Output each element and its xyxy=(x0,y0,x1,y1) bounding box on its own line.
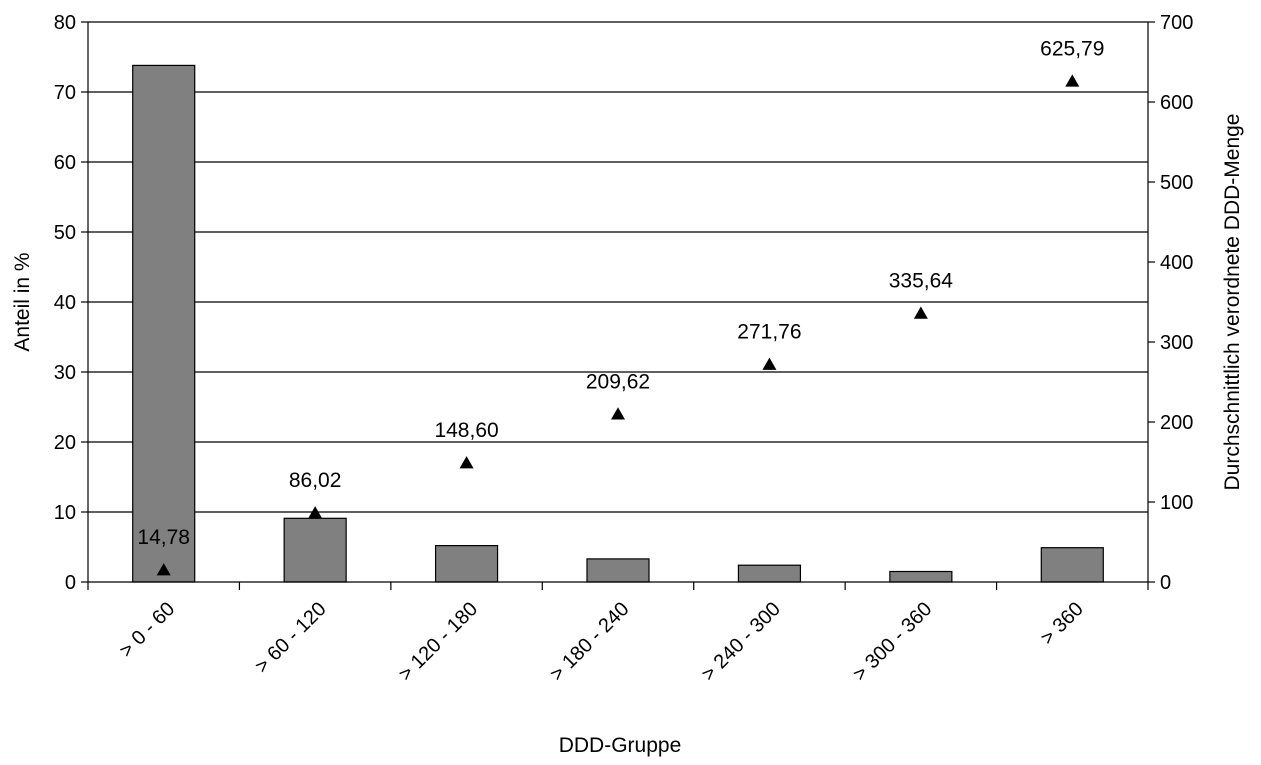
bar xyxy=(737,564,802,583)
y2-tick-label: 600 xyxy=(1160,92,1193,114)
triangle-marker xyxy=(459,456,474,469)
y-axis-title: Anteil in % xyxy=(11,252,34,351)
x-tick-label: > 360 xyxy=(1036,598,1087,649)
x-tick-label: > 300 - 360 xyxy=(849,598,937,686)
data-label: 86,02 xyxy=(289,469,342,492)
gridlines xyxy=(88,21,1148,513)
bar xyxy=(889,570,953,583)
y2-axis-title: Durchschnittlich verordnete DDD-Menge xyxy=(1221,114,1244,491)
triangle-marker xyxy=(611,407,625,420)
data-label: 209,62 xyxy=(586,370,650,393)
data-label: 625,79 xyxy=(1040,37,1104,60)
x-tick-label: > 0 - 60 xyxy=(115,598,179,662)
y-tick-label: 20 xyxy=(54,432,76,454)
y2-tick-label: 0 xyxy=(1160,572,1171,594)
y-tick-label: 0 xyxy=(65,572,76,594)
y2-tick-label: 200 xyxy=(1160,412,1193,434)
bar xyxy=(434,544,499,583)
triangle-marker xyxy=(913,306,928,319)
data-label: 14,78 xyxy=(137,526,190,549)
x-tick-label: > 180 - 240 xyxy=(546,598,634,686)
y2-tick-label: 300 xyxy=(1160,332,1193,354)
y-tick-label: 10 xyxy=(54,502,76,524)
y-tick-label: 60 xyxy=(54,152,76,174)
y-tick-label: 30 xyxy=(54,362,76,384)
y2-tick-label: 500 xyxy=(1160,172,1193,194)
y-tick-label: 40 xyxy=(54,292,76,314)
triangle-marker xyxy=(762,357,777,370)
y2-tick-label: 100 xyxy=(1160,492,1193,514)
y-tick-label: 70 xyxy=(54,82,76,104)
y2-tick-label: 700 xyxy=(1160,12,1193,34)
y-tick-label: 80 xyxy=(54,12,76,34)
y2-tick-label: 400 xyxy=(1160,252,1193,274)
bar xyxy=(283,517,347,583)
triangle-marker xyxy=(156,563,171,576)
triangle-marker xyxy=(308,506,323,519)
bars xyxy=(132,64,1104,583)
bar xyxy=(586,558,650,583)
data-label: 271,76 xyxy=(737,321,801,344)
y-tick-label: 50 xyxy=(54,222,76,244)
bar xyxy=(1040,547,1104,583)
bar xyxy=(132,64,196,583)
markers xyxy=(156,74,1080,576)
x-tick-label: > 120 - 180 xyxy=(395,598,483,686)
x-axis-title: DDD-Gruppe xyxy=(559,734,682,757)
x-tick-label: > 240 - 300 xyxy=(697,598,785,686)
axes: 0 10 20 30 40 50 60 70 80 0 100 200 300 400 500 600 700 xyxy=(54,12,1194,594)
triangle-marker xyxy=(1065,74,1080,87)
labels: > 0 - 60 > 60 - 120 > 120 - 180 > 180 - 240… xyxy=(115,37,1104,685)
data-label: 148,60 xyxy=(434,419,498,442)
data-label: 335,64 xyxy=(889,269,954,292)
x-tick-label: > 60 - 120 xyxy=(251,598,331,678)
